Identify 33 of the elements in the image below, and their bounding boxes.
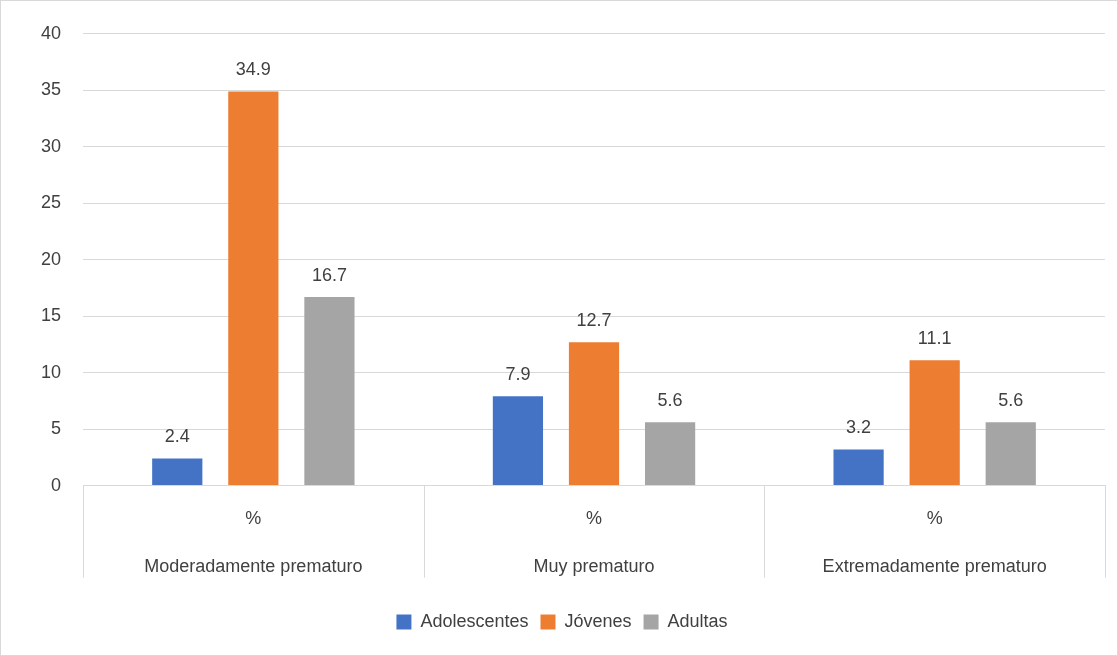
legend-label: Adolescentes (420, 610, 529, 631)
data-label: 12.7 (576, 310, 612, 331)
y-tick-label: 10 (40, 361, 62, 382)
category-label: % Moderadamente prematuro (144, 508, 363, 577)
data-label: 7.9 (505, 364, 531, 385)
bar (833, 449, 884, 486)
bar (985, 422, 1036, 486)
data-label: 34.9 (235, 59, 271, 80)
bar (909, 360, 960, 486)
y-tick-label: 5 (51, 418, 62, 439)
data-label: 11.1 (917, 328, 952, 349)
data-label: 5.6 (998, 390, 1024, 411)
data-label: 5.6 (657, 390, 683, 411)
category-label: % Extremadamente prematuro (822, 508, 1047, 577)
y-tick-label: 25 (40, 192, 62, 213)
y-tick-label: 30 (40, 135, 62, 156)
y-tick-label: 15 (40, 305, 62, 326)
legend-label: Adultas (667, 610, 728, 631)
category-label: % Muy prematuro (533, 508, 655, 577)
bar (568, 342, 620, 486)
bar (644, 422, 696, 486)
bar (228, 91, 279, 486)
y-tick-label: 20 (40, 248, 62, 269)
data-label: 2.4 (164, 426, 190, 447)
y-tick-label: 40 (40, 22, 62, 43)
bar (492, 396, 544, 486)
y-tick-label: 0 (51, 474, 62, 495)
bar (304, 296, 355, 486)
bar (152, 458, 203, 486)
data-label: 3.2 (846, 417, 872, 438)
legend-label: Jóvenes (564, 610, 632, 631)
data-label: 16.7 (311, 264, 347, 285)
y-tick-label: 35 (40, 79, 62, 100)
